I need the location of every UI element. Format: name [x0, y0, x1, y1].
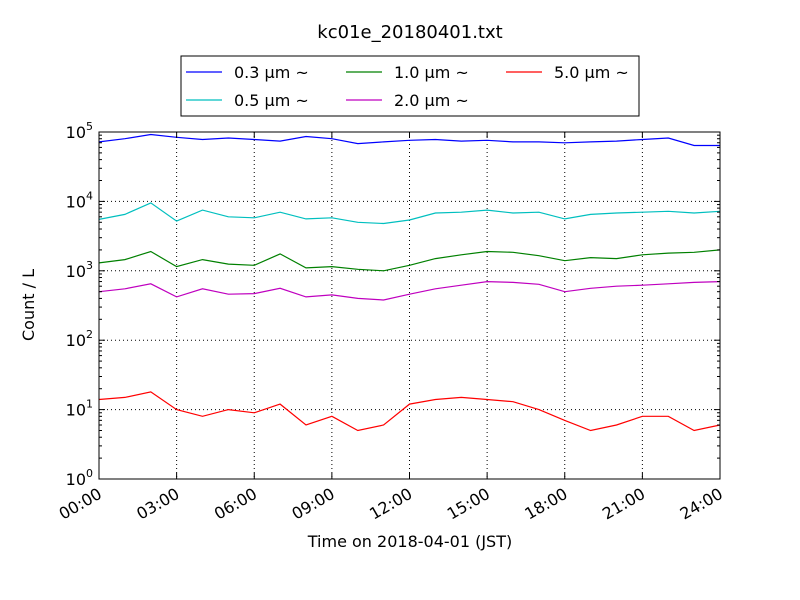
y-tick-label: 101 — [66, 398, 93, 420]
x-axis-label: Time on 2018-04-01 (JST) — [307, 532, 512, 551]
y-axis-label: Count / L — [19, 269, 38, 341]
legend-label: 5.0 μm ~ — [554, 63, 629, 82]
series-line-1 — [98, 202, 721, 225]
y-tick-label: 105 — [66, 120, 93, 142]
x-tick-label: 18:00 — [521, 484, 570, 524]
series-line-0 — [98, 133, 720, 147]
series-line-3 — [98, 280, 721, 301]
x-tick-label: 21:00 — [599, 484, 648, 524]
y-tick-label: 104 — [66, 189, 93, 211]
series-line-2 — [98, 249, 721, 272]
legend-label: 2.0 μm ~ — [394, 91, 469, 110]
y-tick-label: 100 — [66, 467, 93, 489]
chart-title: kc01e_20180401.txt — [317, 22, 502, 43]
legend-label: 0.3 μm ~ — [234, 63, 309, 82]
legend-label: 0.5 μm ~ — [234, 91, 309, 110]
series-line-4 — [98, 391, 721, 432]
series-lines — [98, 133, 721, 432]
legend: 0.3 μm ~ 0.5 μm ~ 1.0 μm ~ 2.0 μm ~ 5.0 μm ~ — [180, 55, 640, 117]
x-tick-label: 24:00 — [677, 484, 726, 524]
y-tick-label: 103 — [66, 259, 93, 281]
x-tick-label: 12:00 — [366, 484, 415, 524]
legend-box — [180, 55, 640, 117]
x-tick-label: 15:00 — [444, 484, 493, 524]
legend-label: 1.0 μm ~ — [394, 63, 469, 82]
x-tick-label: 09:00 — [288, 484, 337, 524]
x-tick-label: 06:00 — [211, 484, 260, 524]
x-tick-label: 00:00 — [56, 484, 105, 524]
x-tick-label: 03:00 — [133, 484, 182, 524]
y-tick-label: 102 — [66, 328, 93, 350]
plot-area — [99, 132, 720, 479]
